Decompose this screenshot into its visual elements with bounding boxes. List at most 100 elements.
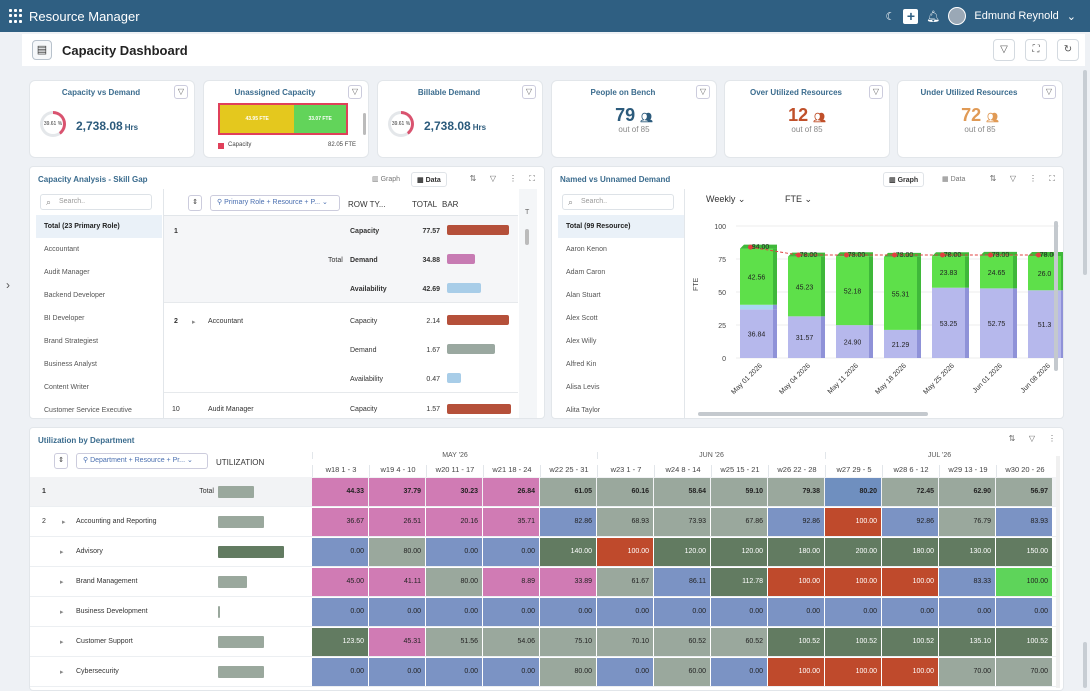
heat-cell[interactable]: 100.00 — [882, 568, 938, 596]
search-input[interactable]: Search.. — [562, 194, 674, 210]
heat-cell[interactable]: 72.45 — [882, 478, 938, 506]
heat-cell[interactable]: 100.00 — [597, 538, 653, 566]
heat-cell[interactable]: 30.23 — [426, 478, 482, 506]
heat-cell[interactable]: 0.00 — [483, 598, 539, 626]
heat-cell[interactable]: 58.64 — [654, 478, 710, 506]
expand-sidebar-icon[interactable]: › — [6, 278, 10, 292]
heat-cell[interactable]: 26.84 — [483, 478, 539, 506]
resource-list-item[interactable]: Alfred Kin — [566, 361, 597, 368]
heat-cell[interactable]: 180.00 — [882, 538, 938, 566]
fullscreen-icon[interactable]: ⛶ — [1049, 174, 1055, 183]
heat-cell[interactable]: 150.00 — [996, 538, 1052, 566]
tab-graph[interactable]: ▥ Graph — [883, 172, 925, 187]
scrollbar[interactable] — [525, 229, 529, 245]
bar-segment[interactable] — [932, 256, 965, 288]
role-list-item[interactable]: Content Writer — [44, 384, 89, 391]
heat-cell[interactable]: 100.00 — [825, 568, 881, 596]
bar-segment[interactable] — [932, 287, 965, 358]
heat-cell[interactable]: 80.00 — [369, 538, 425, 566]
heat-cell[interactable]: 20.16 — [426, 508, 482, 536]
expand-arrow-icon[interactable]: ▸ — [62, 519, 66, 526]
scrollbar-track[interactable] — [1056, 456, 1060, 688]
heat-cell[interactable]: 100.00 — [825, 658, 881, 686]
heat-cell[interactable]: 61.05 — [540, 478, 596, 506]
heat-cell[interactable]: 56.97 — [996, 478, 1052, 506]
user-name[interactable]: Edmund Reynold — [974, 10, 1059, 22]
heat-cell[interactable]: 79.38 — [768, 478, 824, 506]
heat-cell[interactable]: 0.00 — [711, 598, 767, 626]
heat-cell[interactable]: 35.71 — [483, 508, 539, 536]
line-point[interactable] — [892, 252, 897, 258]
heat-cell[interactable]: 73.93 — [654, 508, 710, 536]
bar-segment[interactable] — [740, 309, 773, 358]
heat-cell[interactable]: 60.00 — [654, 658, 710, 686]
col-row-type[interactable]: ROW TY... — [348, 200, 386, 209]
resource-list-item[interactable]: Alex Willy — [566, 338, 597, 345]
heat-cell[interactable]: 0.00 — [882, 598, 938, 626]
heat-cell[interactable]: 0.00 — [426, 538, 482, 566]
heat-cell[interactable]: 54.06 — [483, 628, 539, 656]
heat-cell[interactable]: 86.11 — [654, 568, 710, 596]
resource-list-item[interactable]: Aaron Kenon — [566, 246, 607, 253]
table-row[interactable]: 2 ▸ Accounting and Reporting 36.67 26.51 20.1… — [30, 507, 1060, 537]
tab-data[interactable]: ▦ Data — [411, 172, 447, 187]
heat-cell[interactable]: 26.51 — [369, 508, 425, 536]
heat-cell[interactable]: 80.00 — [426, 568, 482, 596]
heat-cell[interactable]: 8.89 — [483, 568, 539, 596]
week-header[interactable]: w19 4 - 10 — [369, 465, 426, 478]
tab-data[interactable]: ▦ Data — [937, 172, 970, 187]
refresh-icon[interactable]: ↻ — [1057, 39, 1079, 61]
heat-cell[interactable]: 100.52 — [996, 628, 1052, 656]
week-header[interactable]: w25 15 - 21 — [711, 465, 768, 478]
table-row[interactable]: 1 Total Capacity 77.57 Demand 34.88 Availabili… — [164, 216, 518, 303]
table-row[interactable]: ▸ Cybersecurity 0.00 0.00 0.00 0.00 80.00 0.00 6… — [30, 657, 1060, 687]
filter-icon[interactable]: ▽ — [1028, 434, 1036, 443]
week-header[interactable]: w22 25 - 31 — [540, 465, 597, 478]
bar-segment[interactable] — [740, 304, 773, 310]
pivot-chip[interactable]: ⚲ Department + Resource + Pr... ⌄ — [76, 453, 208, 469]
heat-cell[interactable]: 70.00 — [996, 658, 1052, 686]
bar-segment[interactable] — [836, 256, 869, 326]
role-list-item[interactable]: Customer Service Executive — [44, 407, 132, 414]
role-list-item[interactable]: Audit Manager — [44, 269, 90, 276]
heat-cell[interactable]: 0.00 — [312, 538, 368, 566]
heat-cell[interactable]: 120.00 — [654, 538, 710, 566]
heat-cell[interactable]: 60.52 — [711, 628, 767, 656]
expand-arrow-icon[interactable]: ▸ — [192, 319, 196, 326]
heat-cell[interactable]: 0.00 — [996, 598, 1052, 626]
role-list-item[interactable]: Brand Strategiest — [44, 338, 99, 345]
filter-icon[interactable]: ▽ — [522, 85, 536, 99]
heat-cell[interactable]: 120.00 — [711, 538, 767, 566]
filter-icon[interactable]: ▽ — [489, 174, 497, 183]
heat-cell[interactable]: 75.10 — [540, 628, 596, 656]
search-input[interactable]: Search.. — [40, 194, 152, 210]
heat-cell[interactable]: 82.86 — [540, 508, 596, 536]
heat-cell[interactable]: 140.00 — [540, 538, 596, 566]
heat-cell[interactable]: 0.00 — [483, 658, 539, 686]
week-header[interactable]: w27 29 - 5 — [825, 465, 882, 478]
heat-cell[interactable]: 135.10 — [939, 628, 995, 656]
heat-cell[interactable]: 37.79 — [369, 478, 425, 506]
col-bar[interactable]: BAR — [442, 200, 459, 209]
heat-cell[interactable]: 100.52 — [882, 628, 938, 656]
bar-segment[interactable] — [740, 248, 773, 305]
heat-cell[interactable]: 59.10 — [711, 478, 767, 506]
heat-cell[interactable]: 100.52 — [768, 628, 824, 656]
heat-cell[interactable]: 0.00 — [312, 658, 368, 686]
resource-list-item[interactable]: Alan Stuart — [566, 292, 601, 299]
filter-icon[interactable]: ▽ — [696, 85, 710, 99]
bar-segment[interactable] — [836, 325, 869, 358]
heat-cell[interactable]: 0.00 — [597, 598, 653, 626]
heat-cell[interactable]: 112.78 — [711, 568, 767, 596]
scrollbar[interactable] — [363, 113, 366, 135]
fullscreen-icon[interactable]: ⛶ — [529, 174, 535, 183]
heat-cell[interactable]: 0.00 — [426, 598, 482, 626]
heat-cell[interactable]: 130.00 — [939, 538, 995, 566]
heat-cell[interactable]: 200.00 — [825, 538, 881, 566]
more-icon[interactable]: ⋮ — [509, 174, 517, 183]
heat-cell[interactable]: 92.86 — [882, 508, 938, 536]
heat-cell[interactable]: 83.93 — [996, 508, 1052, 536]
heat-cell[interactable]: 0.00 — [369, 658, 425, 686]
role-list-item[interactable]: Total (23 Primary Role) — [36, 215, 162, 238]
heat-cell[interactable]: 0.00 — [540, 598, 596, 626]
